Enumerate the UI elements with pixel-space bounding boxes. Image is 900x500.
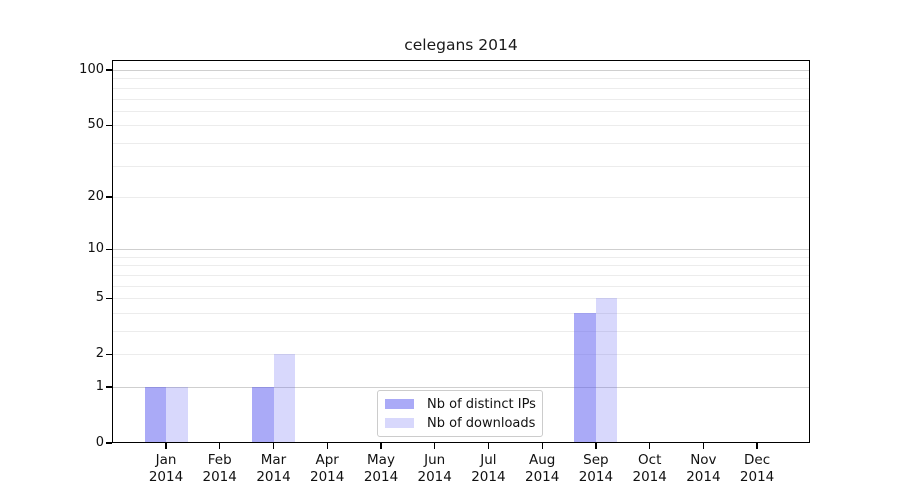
x-tick-year: 2014 [471, 469, 506, 485]
plot-area [112, 60, 810, 443]
legend-item: Nb of distinct IPs [378, 395, 542, 414]
x-tick-label: Mar 2014 [234, 452, 314, 486]
x-tick-label: May 2014 [341, 452, 421, 486]
x-tick-year: 2014 [202, 469, 237, 485]
x-tick-mark [595, 443, 597, 449]
x-tick-month: Oct [638, 452, 662, 468]
x-tick-label: Apr 2014 [287, 452, 367, 486]
x-tick-year: 2014 [148, 469, 184, 485]
minor-gridline [113, 165, 809, 167]
y-tick-label: 50 [87, 117, 104, 133]
x-tick-month: Dec [744, 452, 771, 468]
y-tick-label: 20 [87, 188, 104, 204]
x-tick-mark [380, 443, 382, 449]
x-tick-label: Jun 2014 [395, 452, 475, 486]
bar-distinct-ips [252, 387, 274, 443]
x-tick-mark [326, 443, 328, 449]
minor-gridline [113, 110, 809, 112]
x-tick-month: May [367, 452, 395, 468]
bar-downloads [595, 298, 618, 443]
y-tick-mark [106, 69, 112, 71]
x-tick-mark [272, 443, 275, 449]
x-tick-month: Sep [583, 452, 609, 468]
x-tick-label: Feb 2014 [180, 452, 260, 486]
minor-gridline [113, 312, 809, 314]
x-tick-month: Jan [155, 452, 177, 468]
x-tick-year: 2014 [632, 469, 667, 485]
legend: Nb of distinct IPs Nb of downloads [377, 390, 543, 437]
x-tick-mark [434, 443, 436, 449]
major-gridline [113, 249, 809, 251]
x-tick-label: Sep 2014 [556, 452, 636, 486]
x-tick-year: 2014 [417, 469, 452, 485]
minor-gridline [113, 78, 809, 80]
x-tick-year: 2014 [686, 469, 721, 485]
minor-gridline [113, 142, 809, 144]
x-tick-month: Apr [315, 452, 339, 468]
minor-gridline [113, 298, 809, 300]
major-gridline [113, 387, 809, 388]
x-tick-month: Feb [207, 452, 232, 468]
y-tick-mark [106, 196, 112, 198]
x-tick-year: 2014 [363, 469, 399, 485]
y-tick-label: 5 [95, 290, 104, 306]
legend-item: Nb of downloads [378, 414, 542, 433]
minor-gridline [113, 256, 809, 258]
major-gridline [113, 70, 809, 71]
legend-swatch-downloads [385, 418, 414, 428]
minor-gridline [113, 125, 809, 127]
x-tick-mark [756, 443, 758, 449]
x-tick-month: Mar [260, 452, 287, 468]
x-tick-label: Dec 2014 [717, 452, 797, 486]
x-tick-mark [165, 443, 167, 449]
minor-gridline [113, 265, 809, 267]
bar-distinct-ips [144, 387, 166, 443]
x-tick-year: 2014 [578, 469, 614, 485]
y-tick-label: 100 [79, 62, 104, 77]
x-tick-year: 2014 [525, 469, 560, 485]
minor-gridline [113, 87, 809, 89]
x-tick-month: Aug [529, 452, 556, 468]
y-tick-mark [106, 248, 112, 250]
x-tick-mark [487, 443, 490, 449]
minor-gridline [113, 285, 809, 287]
y-tick-mark [106, 386, 112, 388]
x-tick-month: Nov [690, 452, 717, 468]
minor-gridline [113, 196, 809, 198]
y-tick-label: 1 [95, 379, 104, 394]
x-tick-label: Aug 2014 [502, 452, 582, 486]
x-tick-mark [649, 443, 651, 449]
bar-downloads [273, 354, 295, 443]
y-tick-label: 10 [87, 241, 104, 257]
y-tick-label: 0 [95, 435, 104, 450]
y-tick-label: 2 [95, 346, 104, 362]
bar-distinct-ips [574, 312, 596, 443]
x-tick-mark [541, 443, 543, 449]
minor-gridline [113, 98, 809, 100]
x-tick-mark [702, 443, 705, 449]
legend-label: Nb of downloads [427, 415, 536, 431]
y-tick-mark [106, 124, 112, 126]
x-tick-label: Jan 2014 [126, 452, 206, 486]
x-tick-year: 2014 [256, 469, 291, 485]
x-tick-year: 2014 [310, 469, 345, 485]
minor-gridline [113, 331, 809, 332]
x-tick-label: Oct 2014 [610, 452, 690, 486]
x-tick-month: Jun [424, 452, 446, 468]
x-tick-year: 2014 [739, 469, 775, 485]
x-tick-month: Jul [480, 452, 497, 468]
minor-gridline [113, 354, 809, 356]
bar-downloads [166, 387, 188, 443]
x-tick-mark [219, 443, 221, 449]
minor-gridline [113, 274, 809, 276]
y-tick-mark [106, 353, 112, 355]
y-tick-mark [106, 442, 112, 444]
legend-swatch-distinct-ips [385, 399, 414, 409]
y-tick-mark [106, 297, 112, 299]
legend-label: Nb of distinct IPs [427, 396, 536, 412]
x-tick-label: Nov 2014 [663, 452, 743, 486]
chart-title: celegans 2014 [404, 36, 518, 54]
x-tick-label: Jul 2014 [448, 452, 528, 486]
